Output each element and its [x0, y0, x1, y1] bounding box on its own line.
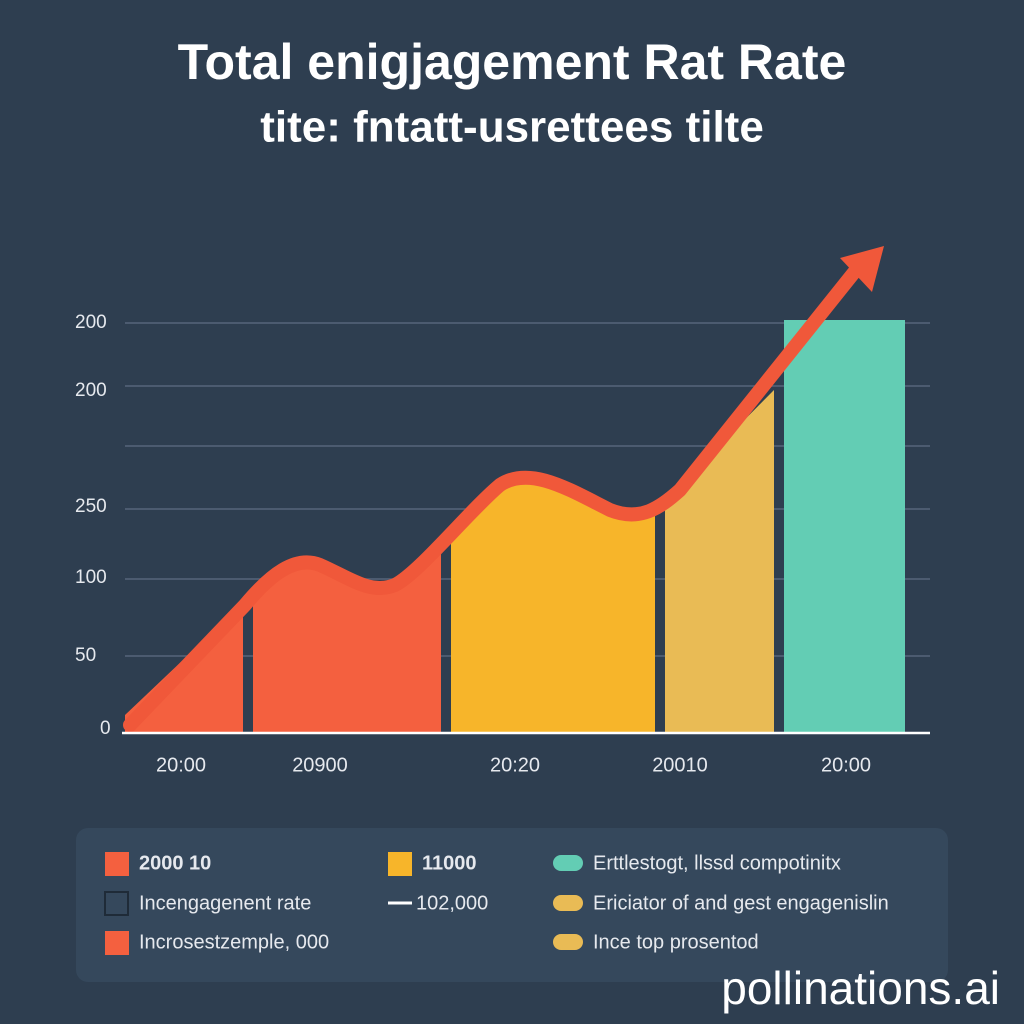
- y-labels: 200 200 250 100 50 0: [75, 312, 111, 739]
- y-label: 0: [100, 718, 111, 739]
- legend-label: 11000: [422, 852, 477, 874]
- legend-swatch: [105, 931, 129, 955]
- trend-arrow: [123, 258, 867, 732]
- areas: [123, 246, 905, 733]
- legend-swatch: [553, 895, 583, 911]
- title: Total enigjagement Rat Rate: [178, 34, 847, 90]
- arrow-head: [840, 246, 884, 292]
- x-labels: 20:00 20900 20:20 20010 20:00: [156, 754, 871, 776]
- subtitle: tite: fntatt-usrettees tilte: [260, 103, 764, 152]
- y-label: 250: [75, 496, 107, 517]
- legend-label: 2000 10: [139, 852, 211, 874]
- legend-swatch: [105, 852, 129, 876]
- area: [253, 548, 441, 733]
- watermark: pollinations.ai: [721, 962, 1000, 1014]
- legend-label: Erttlestogt, llssd compotinitx: [593, 852, 841, 874]
- legend-label: 102,000: [416, 892, 488, 914]
- y-label: 100: [75, 567, 107, 588]
- legend-swatch: [553, 855, 583, 871]
- area: [784, 320, 905, 733]
- y-label: 200: [75, 380, 107, 401]
- y-label: 50: [75, 645, 96, 666]
- x-label: 20900: [292, 754, 348, 776]
- legend-label: Incengagenent rate: [139, 892, 311, 914]
- legend-label: Ince top prosentod: [593, 931, 759, 953]
- legend-label: Incrosestzemple, 000: [139, 931, 329, 953]
- legend-swatch: [104, 891, 129, 916]
- area: [451, 481, 655, 733]
- y-label: 200: [75, 312, 107, 333]
- legend-swatch: [553, 934, 583, 950]
- legend-label: Ericiator of and gest engagenislin: [593, 892, 889, 914]
- legend-panel: [76, 828, 948, 982]
- legend: 2000 10 11000 Erttlestogt, llssd compotini…: [104, 852, 889, 955]
- x-label: 20:20: [490, 754, 540, 776]
- x-label: 20010: [652, 754, 708, 776]
- x-label: 20:00: [821, 754, 871, 776]
- legend-swatch: [388, 852, 412, 876]
- x-label: 20:00: [156, 754, 206, 776]
